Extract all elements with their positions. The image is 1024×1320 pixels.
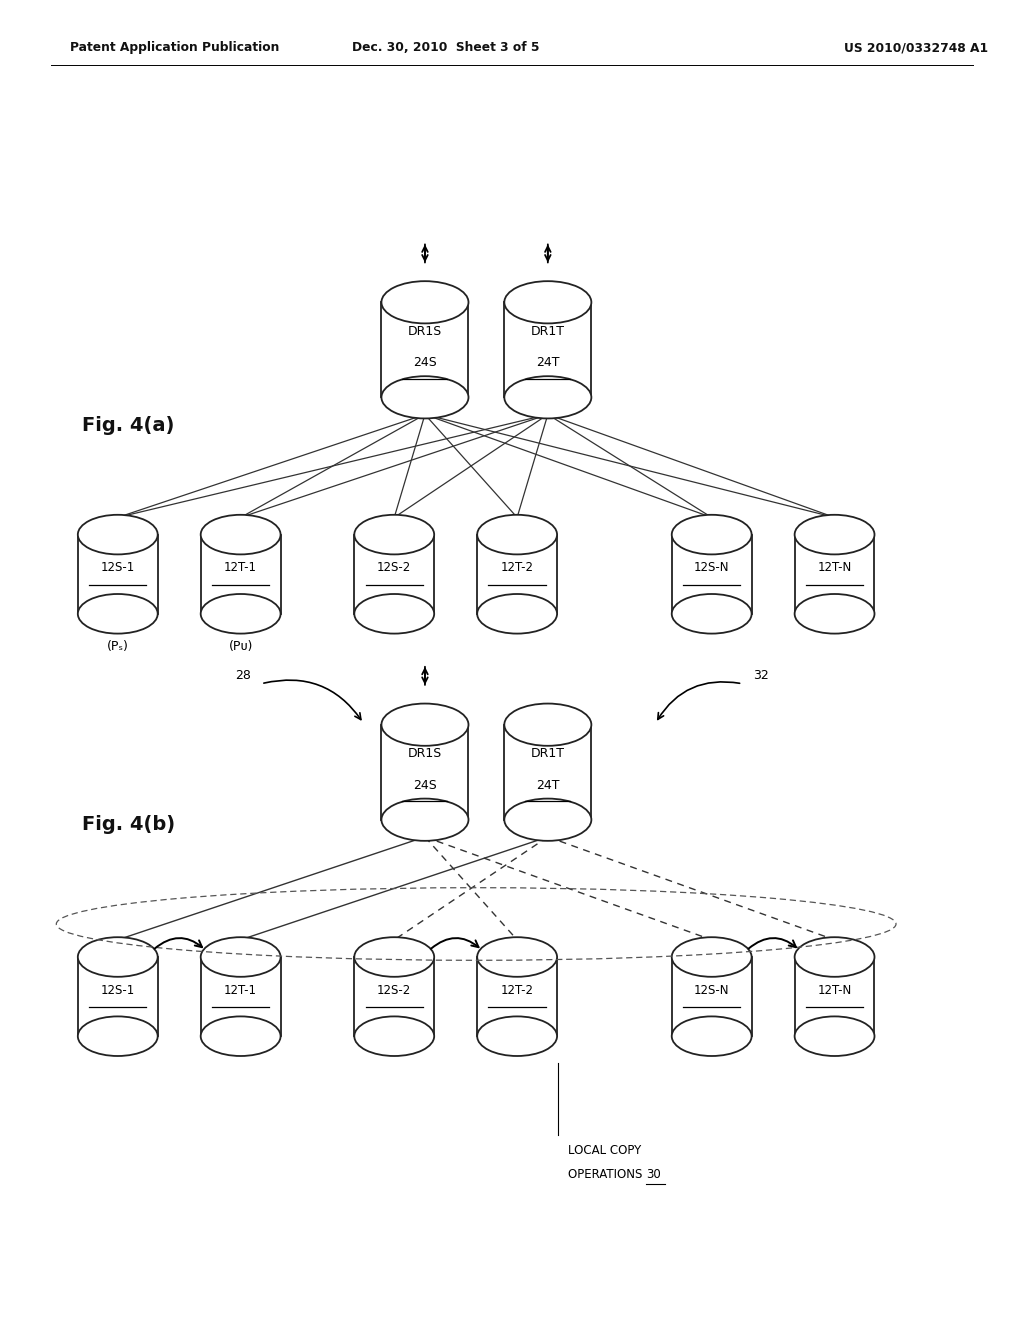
Ellipse shape (78, 515, 158, 554)
Text: DR1S: DR1S (408, 325, 442, 338)
Bar (672, 535, 752, 614)
Ellipse shape (505, 704, 592, 746)
Ellipse shape (672, 515, 752, 554)
Text: (Pᴜ): (Pᴜ) (228, 640, 253, 653)
Text: 24T: 24T (537, 779, 559, 792)
Text: 12T-N: 12T-N (817, 983, 852, 997)
Ellipse shape (477, 1016, 557, 1056)
Text: 12T-N: 12T-N (817, 561, 852, 574)
Ellipse shape (354, 515, 434, 554)
Text: 12T-2: 12T-2 (501, 561, 534, 574)
Ellipse shape (477, 515, 557, 554)
FancyArrowPatch shape (657, 682, 739, 719)
Text: LOCAL COPY: LOCAL COPY (568, 1144, 642, 1158)
Bar (354, 957, 434, 1036)
Bar (354, 535, 434, 614)
FancyArrowPatch shape (431, 939, 478, 949)
Text: 12S-1: 12S-1 (100, 561, 135, 574)
Bar (505, 725, 592, 820)
Text: 12T-1: 12T-1 (224, 983, 257, 997)
Ellipse shape (201, 937, 281, 977)
Text: US 2010/0332748 A1: US 2010/0332748 A1 (845, 41, 988, 54)
Bar (201, 957, 281, 1036)
Ellipse shape (78, 937, 158, 977)
Text: Dec. 30, 2010  Sheet 3 of 5: Dec. 30, 2010 Sheet 3 of 5 (351, 41, 540, 54)
Text: OPERATIONS: OPERATIONS (568, 1168, 646, 1181)
Text: 12S-2: 12S-2 (377, 561, 412, 574)
Text: 12T-1: 12T-1 (224, 561, 257, 574)
Ellipse shape (795, 1016, 874, 1056)
Ellipse shape (477, 937, 557, 977)
Bar (477, 535, 557, 614)
Ellipse shape (381, 376, 468, 418)
Text: DR1T: DR1T (530, 325, 565, 338)
Text: DR1T: DR1T (530, 747, 565, 760)
Ellipse shape (354, 937, 434, 977)
FancyArrowPatch shape (749, 939, 796, 949)
Text: 12S-N: 12S-N (694, 561, 729, 574)
Ellipse shape (201, 1016, 281, 1056)
Bar (381, 302, 469, 397)
Bar (795, 535, 874, 614)
Ellipse shape (672, 594, 752, 634)
Text: 12S-2: 12S-2 (377, 983, 412, 997)
Ellipse shape (354, 1016, 434, 1056)
Ellipse shape (201, 594, 281, 634)
Ellipse shape (381, 704, 468, 746)
Ellipse shape (78, 594, 158, 634)
Ellipse shape (381, 281, 468, 323)
Ellipse shape (505, 281, 592, 323)
Bar (672, 957, 752, 1036)
Ellipse shape (795, 937, 874, 977)
Ellipse shape (505, 376, 592, 418)
Text: 24S: 24S (413, 779, 437, 792)
Text: DR1S: DR1S (408, 747, 442, 760)
Ellipse shape (201, 515, 281, 554)
FancyArrowPatch shape (264, 680, 360, 719)
Bar (381, 725, 469, 820)
FancyArrowPatch shape (155, 939, 202, 949)
Text: 30: 30 (646, 1168, 660, 1181)
Ellipse shape (795, 594, 874, 634)
Bar (201, 535, 281, 614)
Text: 32: 32 (753, 669, 768, 682)
Text: Fig. 4(b): Fig. 4(b) (82, 816, 175, 834)
Bar (78, 535, 158, 614)
Ellipse shape (354, 594, 434, 634)
Text: 12T-2: 12T-2 (501, 983, 534, 997)
Text: Patent Application Publication: Patent Application Publication (70, 41, 279, 54)
Bar (477, 957, 557, 1036)
Text: 12S-N: 12S-N (694, 983, 729, 997)
Ellipse shape (78, 1016, 158, 1056)
Text: Fig. 4(a): Fig. 4(a) (82, 416, 174, 434)
Text: 12S-1: 12S-1 (100, 983, 135, 997)
Bar (78, 957, 158, 1036)
Ellipse shape (505, 799, 592, 841)
Bar (505, 302, 592, 397)
Text: 28: 28 (234, 669, 251, 682)
Text: 24S: 24S (413, 356, 437, 370)
Bar (795, 957, 874, 1036)
Ellipse shape (672, 1016, 752, 1056)
Ellipse shape (795, 515, 874, 554)
Ellipse shape (672, 937, 752, 977)
Text: (Pₛ): (Pₛ) (106, 640, 129, 653)
Ellipse shape (381, 799, 468, 841)
Text: 24T: 24T (537, 356, 559, 370)
Ellipse shape (477, 594, 557, 634)
